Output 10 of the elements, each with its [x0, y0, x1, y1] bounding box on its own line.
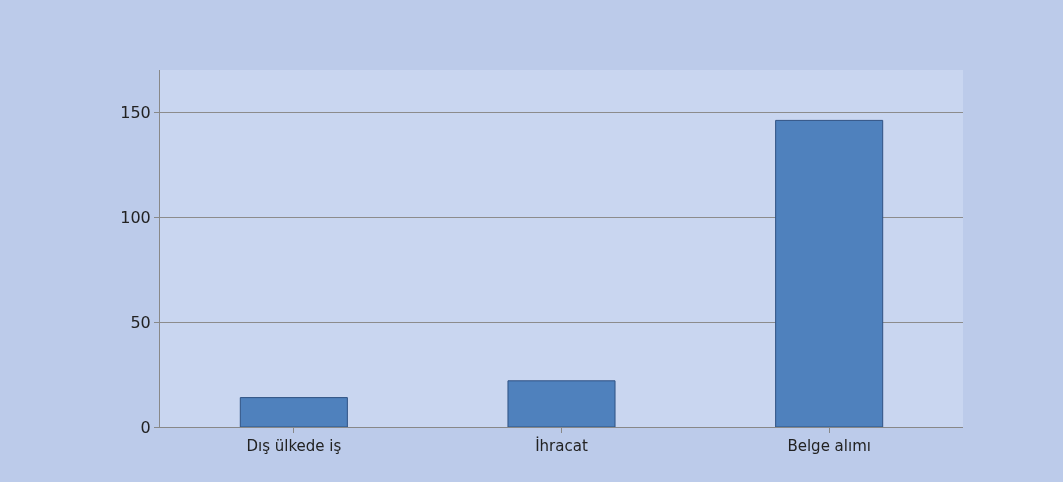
- y-tick-label: 0: [140, 417, 151, 437]
- bar: [775, 119, 884, 427]
- x-tick-label: Belge alımı: [787, 437, 871, 455]
- x-tick-label: İhracat: [535, 436, 588, 455]
- y-tick-label: 100: [120, 207, 151, 227]
- bar: [239, 397, 348, 427]
- x-tick-label: Dış ülkede iş: [246, 437, 342, 455]
- y-tick-label: 50: [130, 312, 151, 332]
- bar: [507, 380, 616, 427]
- y-tick-label: 150: [120, 102, 151, 122]
